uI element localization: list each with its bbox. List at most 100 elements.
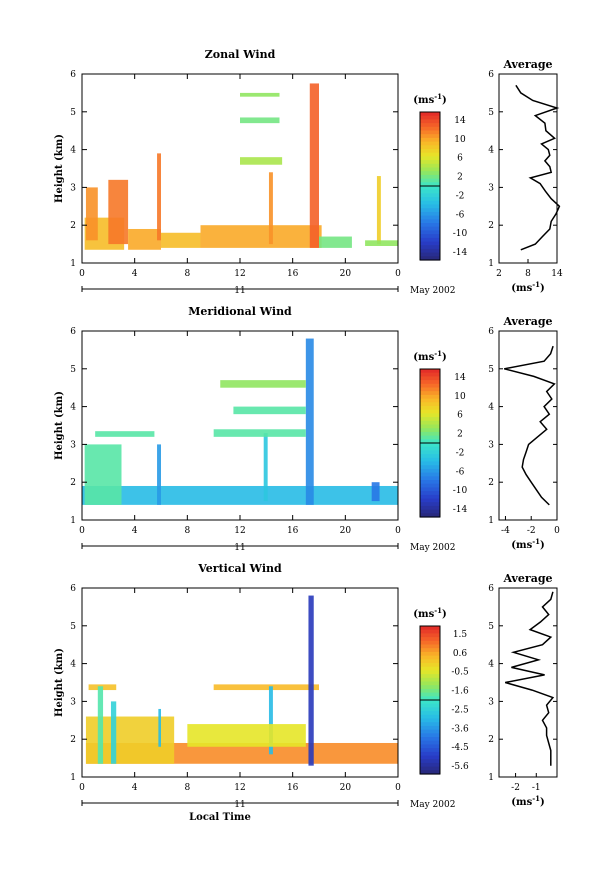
x-tick-label: 0: [79, 526, 85, 536]
data-features: [82, 338, 398, 505]
colorbar-label: -14: [453, 248, 468, 258]
data-feature: [365, 240, 398, 246]
colorbar-swatch: [420, 137, 440, 143]
colorbar-swatch: [420, 372, 440, 377]
colorbar-swatch: [420, 696, 440, 701]
colorbar-swatch: [420, 248, 440, 254]
data-feature: [213, 429, 306, 437]
colorbar-swatch: [420, 722, 440, 727]
x-tick-label: 12: [234, 526, 245, 536]
data-feature: [82, 485, 398, 505]
colorbar-swatch: [420, 123, 440, 128]
colorbar-swatch: [420, 718, 440, 723]
colorbar-swatch: [420, 402, 440, 407]
colorbar-swatch: [420, 509, 440, 514]
colorbar-swatch: [420, 149, 440, 154]
colorbar-swatch: [420, 383, 440, 389]
colorbar-swatch: [420, 751, 440, 757]
colorbar-swatch: [420, 167, 440, 172]
x-tick-label: 16: [287, 526, 299, 536]
colorbar-swatch: [420, 171, 440, 176]
y-tick-label: 3: [70, 440, 76, 450]
colorbar: (ms-1) 1.5 0.6 -0.5 -1.6 -2.5 -3.6 -4.5 -5.6: [413, 606, 469, 775]
colorbar-swatch: [420, 707, 440, 712]
profile-y-tick-label: 2: [488, 478, 494, 488]
colorbar-swatch: [420, 476, 440, 481]
profile-y-tick-label: 2: [488, 735, 494, 745]
colorbar-swatch: [420, 733, 440, 738]
x-tick-label: 0: [395, 526, 401, 536]
colorbar-swatch: [420, 700, 440, 705]
data-feature: [263, 433, 268, 502]
colorbar-unit: (ms-1): [413, 349, 446, 363]
profile-x-axis-label: (ms-1): [511, 537, 544, 551]
profile-y-tick-label: 3: [488, 440, 494, 450]
x-tick-label: 4: [132, 526, 138, 536]
colorbar-swatch: [420, 644, 440, 649]
data-feature: [220, 380, 306, 388]
y-tick-label: 6: [70, 584, 76, 594]
data-feature: [128, 228, 161, 250]
colorbar-swatch: [420, 230, 440, 235]
colorbar-swatch: [420, 387, 440, 392]
colorbar-swatch: [420, 674, 440, 679]
colorbar-swatch: [420, 770, 440, 775]
colorbar-swatch: [420, 189, 440, 194]
profile-y-tick-label: 1: [488, 773, 494, 783]
data-feature: [157, 153, 161, 241]
y-tick-label: 6: [70, 70, 76, 80]
colorbar-swatch: [420, 245, 440, 250]
profile-title: Average: [502, 572, 552, 585]
profile-y-tick-label: 4: [488, 146, 494, 156]
colorbar-label: 10: [454, 392, 466, 402]
colorbar-swatch: [420, 483, 440, 488]
x-tick-label: 0: [79, 269, 85, 279]
colorbar-swatch: [420, 457, 440, 463]
colorbar-swatch: [420, 241, 440, 246]
colorbar-swatch: [420, 491, 440, 496]
colorbar-swatch: [420, 513, 440, 518]
colorbar-swatch: [420, 663, 440, 668]
data-feature: [85, 187, 98, 241]
colorbar-label: -14: [453, 505, 468, 515]
profile-frame: [498, 73, 558, 264]
colorbar-label: -3.6: [451, 724, 469, 734]
x-tick-label: 16: [287, 269, 299, 279]
colorbar-swatch: [420, 439, 440, 444]
colorbar-swatch: [420, 450, 440, 455]
y-tick-label: 5: [70, 365, 76, 375]
data-feature: [108, 179, 129, 245]
colorbar-label: -2.5: [451, 705, 469, 715]
profile-y-tick-label: 5: [488, 622, 494, 632]
x-tick-label: 0: [395, 783, 401, 793]
colorbar-swatch: [420, 256, 440, 261]
data-feature: [240, 117, 280, 124]
colorbar-label: -0.5: [451, 668, 469, 678]
colorbar-swatch: [420, 626, 440, 631]
colorbar-swatch: [420, 226, 440, 231]
colorbar-swatch: [420, 703, 440, 708]
y-tick-label: 5: [70, 622, 76, 632]
profile-x-axis-label: (ms-1): [511, 794, 544, 808]
colorbar-swatch: [420, 156, 440, 161]
colorbar-swatch: [420, 498, 440, 503]
profile-x-tick-label: 8: [525, 269, 531, 279]
colorbar-swatch: [420, 163, 440, 169]
data-features: [84, 83, 398, 250]
colorbar-swatch: [420, 186, 440, 191]
colorbar-swatch: [420, 182, 440, 187]
colorbar-swatch: [420, 215, 440, 220]
colorbar-label: 1.5: [453, 630, 468, 640]
x-tick-label: 0: [79, 783, 85, 793]
colorbar-swatch: [420, 428, 440, 433]
data-feature: [268, 172, 273, 245]
colorbar-swatch: [420, 659, 440, 664]
colorbar-swatch: [420, 633, 440, 638]
date-label: May 2002: [410, 286, 455, 296]
y-axis-label: Height (km): [54, 391, 65, 460]
x-tick-label: 12: [234, 269, 245, 279]
colorbar-swatch: [420, 755, 440, 760]
colorbar-swatch: [420, 380, 440, 385]
y-axis-label: Height (km): [54, 134, 65, 203]
